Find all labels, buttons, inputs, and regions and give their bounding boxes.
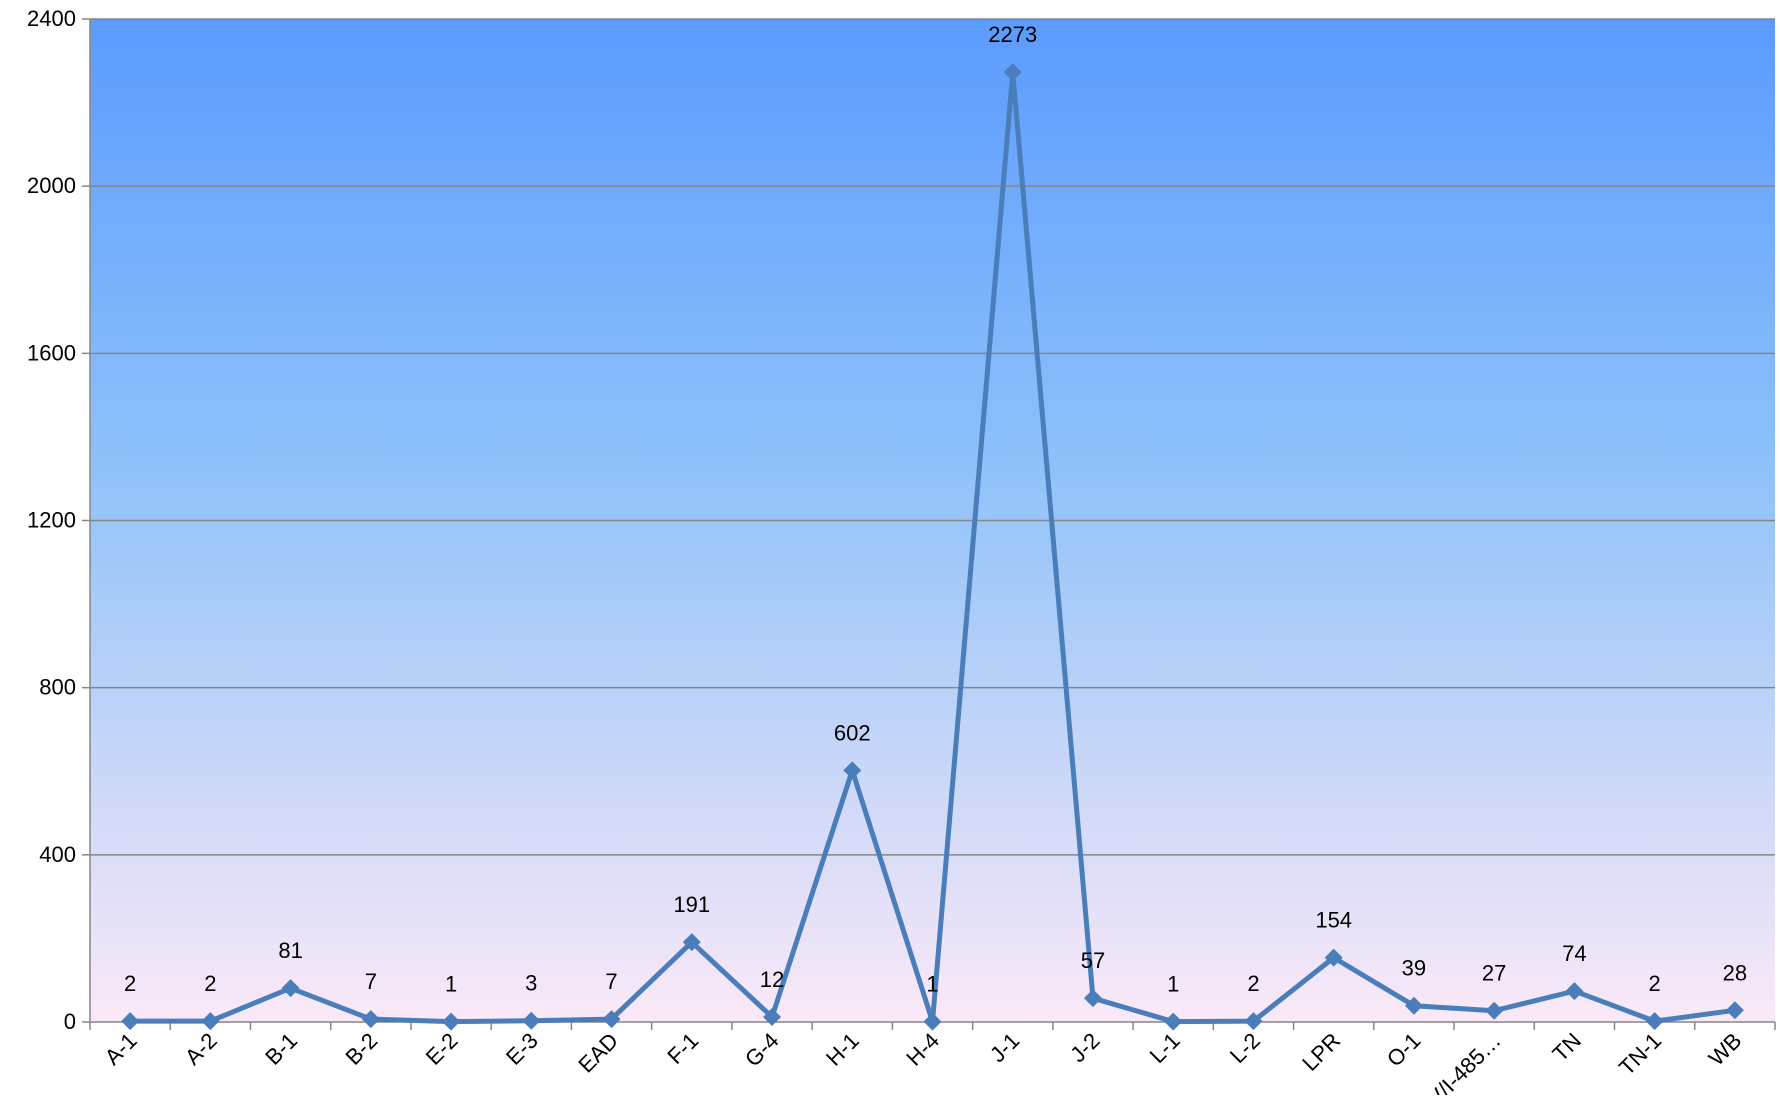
data-point-marker bbox=[1645, 1012, 1664, 1031]
data-point-marker bbox=[1565, 982, 1584, 1001]
data-label: 2273 bbox=[988, 22, 1037, 47]
data-point-marker bbox=[1725, 1001, 1744, 1020]
data-label: 2 bbox=[1649, 971, 1661, 996]
x-tick-label: B-1 bbox=[260, 1028, 302, 1070]
data-point-marker bbox=[602, 1010, 621, 1029]
data-point-marker bbox=[843, 761, 862, 780]
data-label: 3 bbox=[525, 971, 537, 996]
data-point-marker bbox=[1485, 1001, 1504, 1020]
gridlines bbox=[90, 18, 1775, 856]
y-tick-label: 800 bbox=[39, 675, 76, 700]
x-tick-label: EAD bbox=[573, 1028, 623, 1078]
data-point-marker bbox=[763, 1007, 782, 1026]
series-line bbox=[121, 63, 1744, 1031]
data-point-marker bbox=[281, 979, 300, 998]
y-tick-label: 0 bbox=[64, 1009, 76, 1034]
x-tick-label: L-1 bbox=[1145, 1028, 1185, 1068]
x-tick-label: B-2 bbox=[340, 1028, 382, 1070]
y-tick-label: 400 bbox=[39, 842, 76, 867]
data-point-marker bbox=[1324, 948, 1343, 967]
data-label: 1 bbox=[1167, 972, 1179, 997]
x-tick-label: WB bbox=[1704, 1028, 1747, 1071]
data-label: 12 bbox=[760, 967, 784, 992]
x-tick-label: J-2 bbox=[1065, 1028, 1104, 1067]
data-point-marker bbox=[201, 1012, 220, 1031]
data-label: 1 bbox=[445, 972, 457, 997]
data-label: 602 bbox=[834, 720, 871, 745]
x-tick-label: E-3 bbox=[501, 1028, 543, 1070]
data-label: 191 bbox=[673, 892, 710, 917]
data-point-marker bbox=[1164, 1012, 1183, 1031]
x-tick-label: A-1 bbox=[100, 1028, 142, 1070]
y-tick-label: 1200 bbox=[27, 508, 76, 533]
data-label: 1 bbox=[926, 972, 938, 997]
data-point-marker bbox=[1244, 1012, 1263, 1031]
x-tick-label: H-4 bbox=[901, 1028, 944, 1071]
data-point-marker bbox=[361, 1010, 380, 1029]
x-tick-label: G-4 bbox=[740, 1028, 784, 1072]
data-point-marker bbox=[1003, 63, 1022, 82]
y-tick-label: 1600 bbox=[27, 340, 76, 365]
x-tick-label: A-2 bbox=[180, 1028, 222, 1070]
data-label: 74 bbox=[1562, 941, 1586, 966]
data-label: 57 bbox=[1081, 948, 1105, 973]
x-tick-label: LPR bbox=[1297, 1028, 1345, 1076]
data-label: 2 bbox=[124, 971, 136, 996]
x-tick-label: V/I-485… bbox=[1422, 1028, 1505, 1095]
x-tick-label: TN bbox=[1548, 1028, 1586, 1066]
data-point-marker bbox=[121, 1012, 140, 1031]
x-tick-label: H-1 bbox=[821, 1028, 864, 1071]
data-label: 7 bbox=[605, 969, 617, 994]
data-label: 27 bbox=[1482, 961, 1506, 986]
y-tick-label: 2000 bbox=[27, 173, 76, 198]
x-tick-label: E-2 bbox=[421, 1028, 463, 1070]
data-label: 2 bbox=[204, 971, 216, 996]
x-tick-label: TN-1 bbox=[1614, 1028, 1666, 1080]
x-tick-label: J-1 bbox=[985, 1028, 1024, 1067]
y-tick-label: 2400 bbox=[27, 6, 76, 31]
data-label: 2 bbox=[1247, 971, 1259, 996]
data-point-marker bbox=[1083, 989, 1102, 1008]
data-label: 39 bbox=[1402, 956, 1426, 981]
data-label: 7 bbox=[365, 969, 377, 994]
data-point-marker bbox=[923, 1012, 942, 1031]
data-point-marker bbox=[522, 1011, 541, 1030]
data-point-marker bbox=[1404, 996, 1423, 1015]
x-tick-label: L-2 bbox=[1225, 1028, 1265, 1068]
data-label: 81 bbox=[278, 938, 302, 963]
data-point-marker bbox=[442, 1012, 461, 1031]
data-point-marker bbox=[682, 933, 701, 952]
x-tick-label: F-1 bbox=[662, 1028, 703, 1069]
data-label: 28 bbox=[1723, 960, 1747, 985]
data-label: 154 bbox=[1315, 908, 1352, 933]
x-tick-label: O-1 bbox=[1382, 1028, 1426, 1072]
